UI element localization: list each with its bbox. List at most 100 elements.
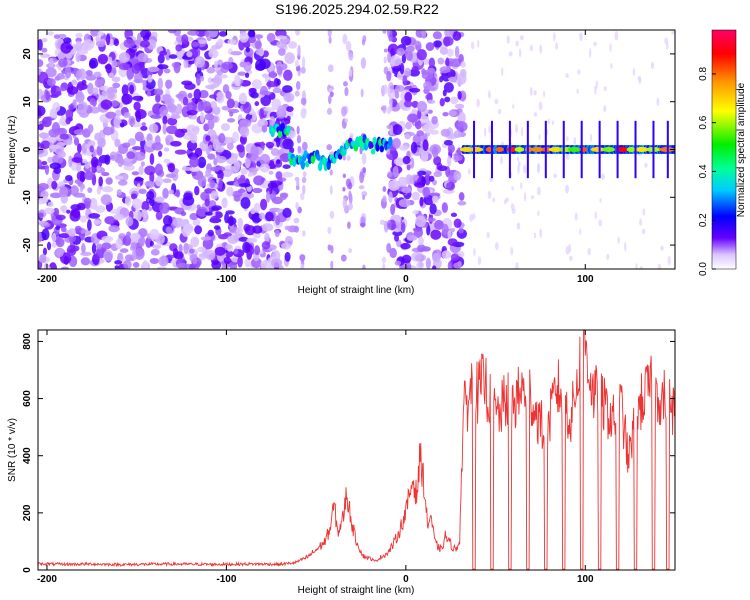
noise-streak xyxy=(344,118,349,123)
noise-blob xyxy=(225,243,232,250)
noise-blob xyxy=(108,72,115,78)
noise-blob xyxy=(281,171,294,178)
noise-blob xyxy=(100,99,113,110)
noise-blob xyxy=(226,186,234,197)
noise-blob xyxy=(412,210,419,215)
noise-blob xyxy=(49,162,62,170)
noise-blob xyxy=(416,100,428,112)
noise-blob xyxy=(113,38,120,47)
noise-blob xyxy=(266,32,276,43)
noise-streak xyxy=(603,86,607,92)
noise-blob xyxy=(218,31,228,37)
noise-streak xyxy=(511,186,514,191)
noise-blob xyxy=(259,163,270,173)
noise-streak xyxy=(477,39,480,48)
noise-blob xyxy=(255,47,264,56)
noise-streak xyxy=(294,176,300,182)
noise-blob xyxy=(55,214,66,221)
noise-blob xyxy=(83,197,92,206)
noise-blob xyxy=(60,114,65,123)
noise-blob xyxy=(136,32,142,45)
noise-blob xyxy=(182,96,189,106)
noise-blob xyxy=(49,192,62,199)
noise-streak xyxy=(518,48,522,58)
noise-streak xyxy=(593,41,598,46)
noise-blob xyxy=(432,265,437,269)
noise-blob xyxy=(181,106,190,118)
noise-blob xyxy=(41,228,50,241)
noise-blob xyxy=(58,33,67,39)
noise-blob xyxy=(259,90,272,96)
noise-streak xyxy=(359,171,365,184)
noise-blob xyxy=(427,217,436,222)
noise-blob xyxy=(196,206,208,217)
noise-blob xyxy=(162,123,167,135)
noise-blob xyxy=(409,157,415,169)
noise-blob xyxy=(47,201,54,207)
noise-blob xyxy=(45,67,57,78)
noise-blob xyxy=(441,250,452,259)
noise-blob xyxy=(154,196,165,203)
noise-blob xyxy=(157,53,165,64)
noise-blob xyxy=(283,69,293,81)
noise-blob xyxy=(152,244,162,250)
noise-blob xyxy=(284,225,291,231)
noise-blob xyxy=(101,242,112,250)
noise-streak xyxy=(523,164,527,174)
noise-blob xyxy=(134,109,147,120)
noise-blob xyxy=(266,190,271,203)
noise-blob xyxy=(210,215,220,223)
signal-spike xyxy=(666,120,669,179)
noise-streak xyxy=(342,33,348,45)
noise-blob xyxy=(421,72,434,80)
noise-blob xyxy=(405,121,412,130)
noise-blob xyxy=(167,30,177,34)
noise-streak xyxy=(388,191,393,203)
noise-blob xyxy=(77,101,88,114)
noise-streak xyxy=(529,86,533,96)
noise-streak xyxy=(609,42,612,53)
noise-blob xyxy=(239,32,249,43)
signal-peak xyxy=(602,147,616,152)
noise-blob xyxy=(75,91,85,103)
noise-blob xyxy=(147,66,160,73)
noise-blob xyxy=(207,229,214,237)
noise-blob xyxy=(272,87,282,94)
noise-blob xyxy=(55,225,61,231)
noise-blob xyxy=(132,262,140,268)
noise-blob xyxy=(261,73,269,78)
noise-blob xyxy=(187,92,193,99)
noise-blob xyxy=(417,244,426,253)
noise-blob xyxy=(208,49,219,59)
noise-blob xyxy=(41,37,48,43)
noise-streak xyxy=(508,51,513,57)
noise-blob xyxy=(388,180,400,191)
noise-streak xyxy=(360,88,364,98)
signal-blob xyxy=(388,136,393,146)
noise-blob xyxy=(186,51,193,58)
noise-blob xyxy=(233,248,239,255)
signal-spike xyxy=(508,120,511,179)
snr-background xyxy=(38,330,675,570)
noise-blob xyxy=(286,115,291,121)
noise-blob xyxy=(110,125,115,135)
noise-blob xyxy=(414,119,422,130)
noise-blob xyxy=(252,225,263,234)
noise-streak xyxy=(577,69,581,75)
noise-blob xyxy=(213,60,218,69)
noise-streak xyxy=(599,198,602,203)
noise-blob xyxy=(96,186,102,195)
noise-blob xyxy=(149,198,155,207)
noise-blob xyxy=(417,170,427,176)
noise-blob xyxy=(132,95,144,101)
noise-blob xyxy=(441,223,449,236)
noise-blob xyxy=(38,132,50,139)
noise-blob xyxy=(198,89,209,99)
noise-blob xyxy=(402,155,411,165)
noise-blob xyxy=(214,246,226,256)
noise-blob xyxy=(226,137,232,144)
noise-blob xyxy=(230,51,243,56)
noise-blob xyxy=(59,133,70,140)
noise-blob xyxy=(38,199,45,205)
noise-blob xyxy=(221,197,228,209)
